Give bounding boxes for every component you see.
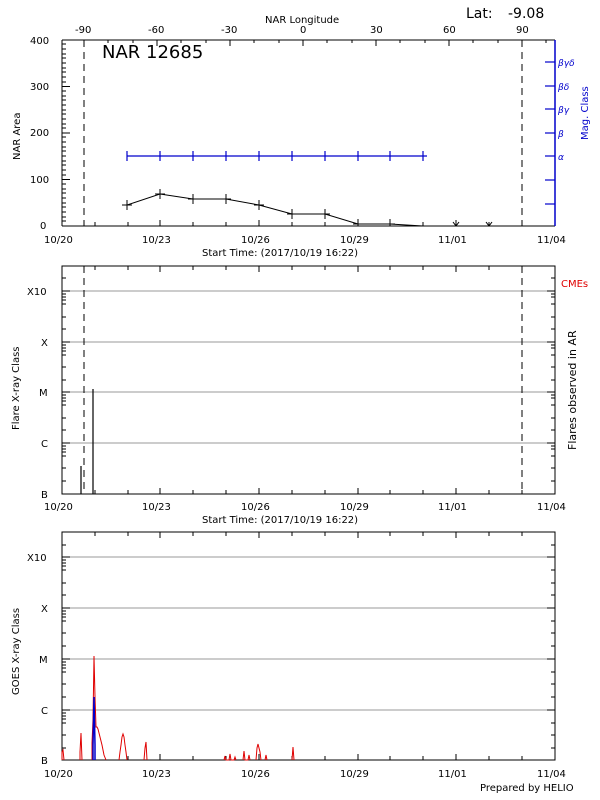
svg-text:200: 200 [30, 128, 49, 139]
svg-text:10/26: 10/26 [241, 235, 270, 246]
svg-text:-90: -90 [75, 25, 91, 36]
svg-text:M: M [39, 655, 48, 666]
panel-flares-observed: B C M X X10 Flare X-ray Class 10/20 10/2… [11, 265, 588, 526]
svg-text:300: 300 [30, 82, 49, 93]
panel2-x-tick-labels: 10/20 10/23 10/26 10/29 11/01 11/04 [44, 502, 566, 513]
svg-text:10/29: 10/29 [340, 235, 369, 246]
svg-text:10/23: 10/23 [142, 769, 171, 780]
svg-text:α: α [558, 153, 564, 163]
svg-text:11/04: 11/04 [537, 502, 566, 513]
panel-goes-xray: B C M X X10 GOES X-ray Class 10/20 10/23… [11, 531, 566, 780]
svg-text:X: X [41, 338, 48, 349]
svg-text:-30: -30 [221, 25, 237, 36]
top-longitude-ticks: -90 -60 -30 0 30 60 90 [75, 25, 529, 36]
svg-text:C: C [41, 706, 48, 717]
svg-text:100: 100 [30, 175, 49, 186]
goes-long-series [61, 655, 295, 761]
svg-text:X10: X10 [27, 287, 47, 298]
panel1-x-axis-label: Start Time: (2017/10/19 16:22) [202, 248, 358, 259]
nar-title: NAR 12685 [102, 42, 203, 63]
svg-text:10/20: 10/20 [44, 769, 73, 780]
svg-text:400: 400 [30, 36, 49, 47]
svg-text:10/23: 10/23 [142, 502, 171, 513]
svg-text:X: X [41, 604, 48, 615]
footer-credit: Prepared by HELIO [480, 783, 574, 794]
mag-class-axis-label: Mag. Class [580, 86, 591, 140]
mag-class-axis [545, 61, 555, 205]
nar-area-series [122, 189, 493, 227]
lat-value: -9.08 [508, 6, 544, 22]
panel3-y-axis-label: GOES X-ray Class [11, 608, 22, 695]
panel1-x-tick-labels: 10/20 10/23 10/26 10/29 11/01 11/04 [44, 235, 566, 246]
mag-class-tick-labels: βγδ βδ βγ β α [557, 59, 575, 163]
panel3-y-tick-labels: B C M X X10 [27, 553, 48, 767]
svg-text:10/29: 10/29 [340, 769, 369, 780]
svg-text:β: β [557, 130, 564, 140]
mag-class-series [126, 151, 427, 161]
svg-text:X10: X10 [27, 553, 47, 564]
svg-text:11/01: 11/01 [438, 769, 467, 780]
panel2-right-axis-label: Flares observed in AR [566, 330, 579, 450]
svg-text:C: C [41, 439, 48, 450]
svg-text:90: 90 [516, 25, 529, 36]
svg-text:60: 60 [443, 25, 456, 36]
svg-text:11/04: 11/04 [537, 769, 566, 780]
svg-text:B: B [41, 756, 48, 767]
svg-text:βγ: βγ [557, 106, 570, 116]
panel2-y-axis-label: Flare X-ray Class [11, 347, 22, 431]
goes-short-series [92, 696, 96, 760]
panel-nar-area: 0 100 200 300 400 NAR Area 10/20 10/23 1… [12, 36, 591, 259]
svg-text:βγδ: βγδ [557, 59, 575, 69]
svg-text:0: 0 [40, 221, 46, 232]
panel2-y-tick-labels: B C M X X10 [27, 287, 48, 501]
lat-label: Lat: [466, 6, 493, 22]
top-axis-title: NAR Longitude [265, 15, 339, 26]
svg-text:B: B [41, 490, 48, 501]
svg-text:30: 30 [370, 25, 383, 36]
svg-text:βδ: βδ [557, 83, 570, 93]
panel2-x-axis-label: Start Time: (2017/10/19 16:22) [202, 515, 358, 526]
flare-events [80, 389, 94, 494]
cmes-label: CMEs [561, 279, 588, 290]
svg-text:11/04: 11/04 [537, 235, 566, 246]
svg-text:0: 0 [300, 25, 306, 36]
svg-text:11/01: 11/01 [438, 502, 467, 513]
svg-text:10/26: 10/26 [241, 502, 270, 513]
svg-text:10/20: 10/20 [44, 235, 73, 246]
svg-text:10/20: 10/20 [44, 502, 73, 513]
svg-text:10/29: 10/29 [340, 502, 369, 513]
svg-text:11/01: 11/01 [438, 235, 467, 246]
svg-text:10/23: 10/23 [142, 235, 171, 246]
svg-text:10/26: 10/26 [241, 769, 270, 780]
panel1-y-tick-labels: 0 100 200 300 400 [30, 36, 49, 232]
panel1-y-axis-label: NAR Area [12, 113, 23, 160]
svg-text:-60: -60 [148, 25, 164, 36]
svg-text:M: M [39, 388, 48, 399]
panel3-x-tick-labels: 10/20 10/23 10/26 10/29 11/01 11/04 [44, 769, 566, 780]
